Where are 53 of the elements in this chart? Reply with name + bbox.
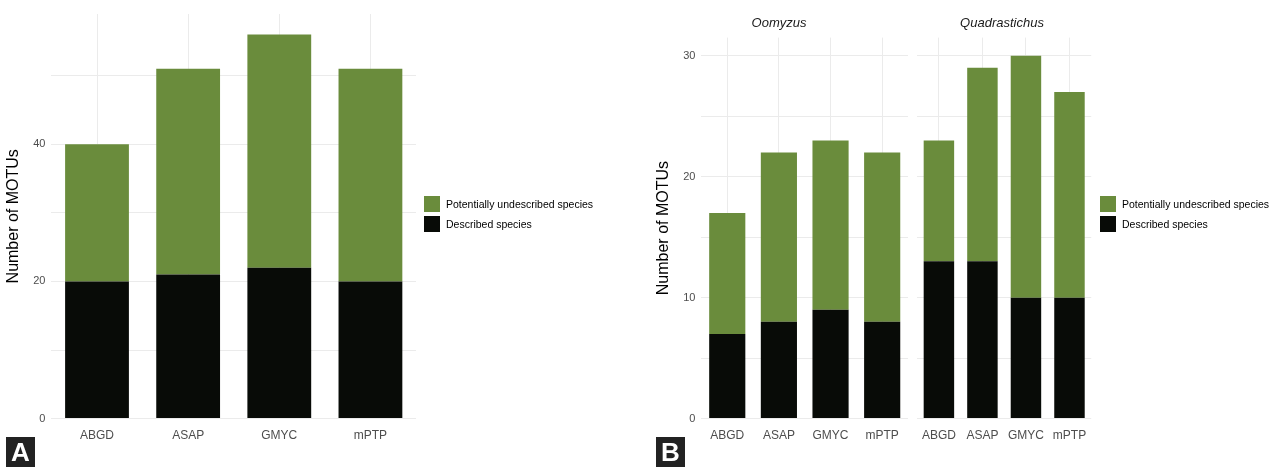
bar: [1054, 297, 1085, 419]
bar: [812, 140, 849, 310]
y-tick-label: 10: [683, 290, 696, 303]
y-tick-label: 20: [683, 169, 696, 182]
x-tick-label: GMYC: [261, 428, 298, 443]
y-tick-label: 0: [689, 411, 696, 424]
bar: [1010, 297, 1042, 419]
legend-label: Potentially undescribed species: [446, 198, 594, 210]
bar: [65, 281, 129, 419]
bar: [156, 68, 221, 275]
bar: [338, 281, 403, 419]
bar: [923, 261, 955, 419]
y-tick-label: 40: [33, 137, 46, 150]
bar: [864, 152, 901, 322]
bar: [156, 274, 221, 419]
x-tick-label: mPTP: [1052, 428, 1087, 443]
legend-label: Described species: [1122, 218, 1208, 230]
bar: [967, 261, 998, 419]
x-tick-label: ASAP: [762, 428, 795, 443]
x-tick-label: ABGD: [921, 428, 957, 443]
bar: [923, 140, 955, 262]
bar: [967, 67, 998, 262]
x-tick-label: mPTP: [353, 428, 388, 443]
bar: [709, 333, 746, 419]
y-axis-title: Number of MOTUs: [4, 149, 22, 284]
bar: [760, 152, 797, 322]
x-tick-label: GMYC: [812, 428, 849, 443]
x-tick-label: ABGD: [80, 428, 115, 443]
bar: [247, 34, 312, 268]
bar: [709, 212, 746, 334]
x-tick-label: mPTP: [865, 428, 899, 443]
legend-label: Potentially undescribed species: [1122, 198, 1269, 210]
legend-label: Described species: [446, 218, 532, 230]
bar: [65, 144, 129, 282]
bar: [864, 321, 901, 419]
chart-title: Oomyzus: [751, 15, 807, 31]
bar: [812, 309, 849, 419]
x-tick-label: GMYC: [1007, 428, 1045, 443]
x-tick-label: ABGD: [710, 428, 745, 443]
x-tick-label: ASAP: [172, 428, 205, 443]
bar: [247, 267, 312, 419]
bar: [1054, 92, 1085, 298]
chart-title: Quadrastichus: [960, 15, 1045, 31]
y-tick-label: 20: [33, 274, 46, 287]
text: A: [6, 437, 35, 467]
bar: [338, 68, 403, 282]
x-tick-label: ASAP: [966, 428, 999, 443]
bar: [1010, 55, 1042, 298]
bar: [760, 321, 797, 419]
y-tick-label: 30: [683, 48, 696, 61]
text: B: [656, 437, 685, 467]
y-tick-label: 0: [39, 411, 46, 424]
y-axis-title: Number of MOTUs: [654, 160, 672, 296]
